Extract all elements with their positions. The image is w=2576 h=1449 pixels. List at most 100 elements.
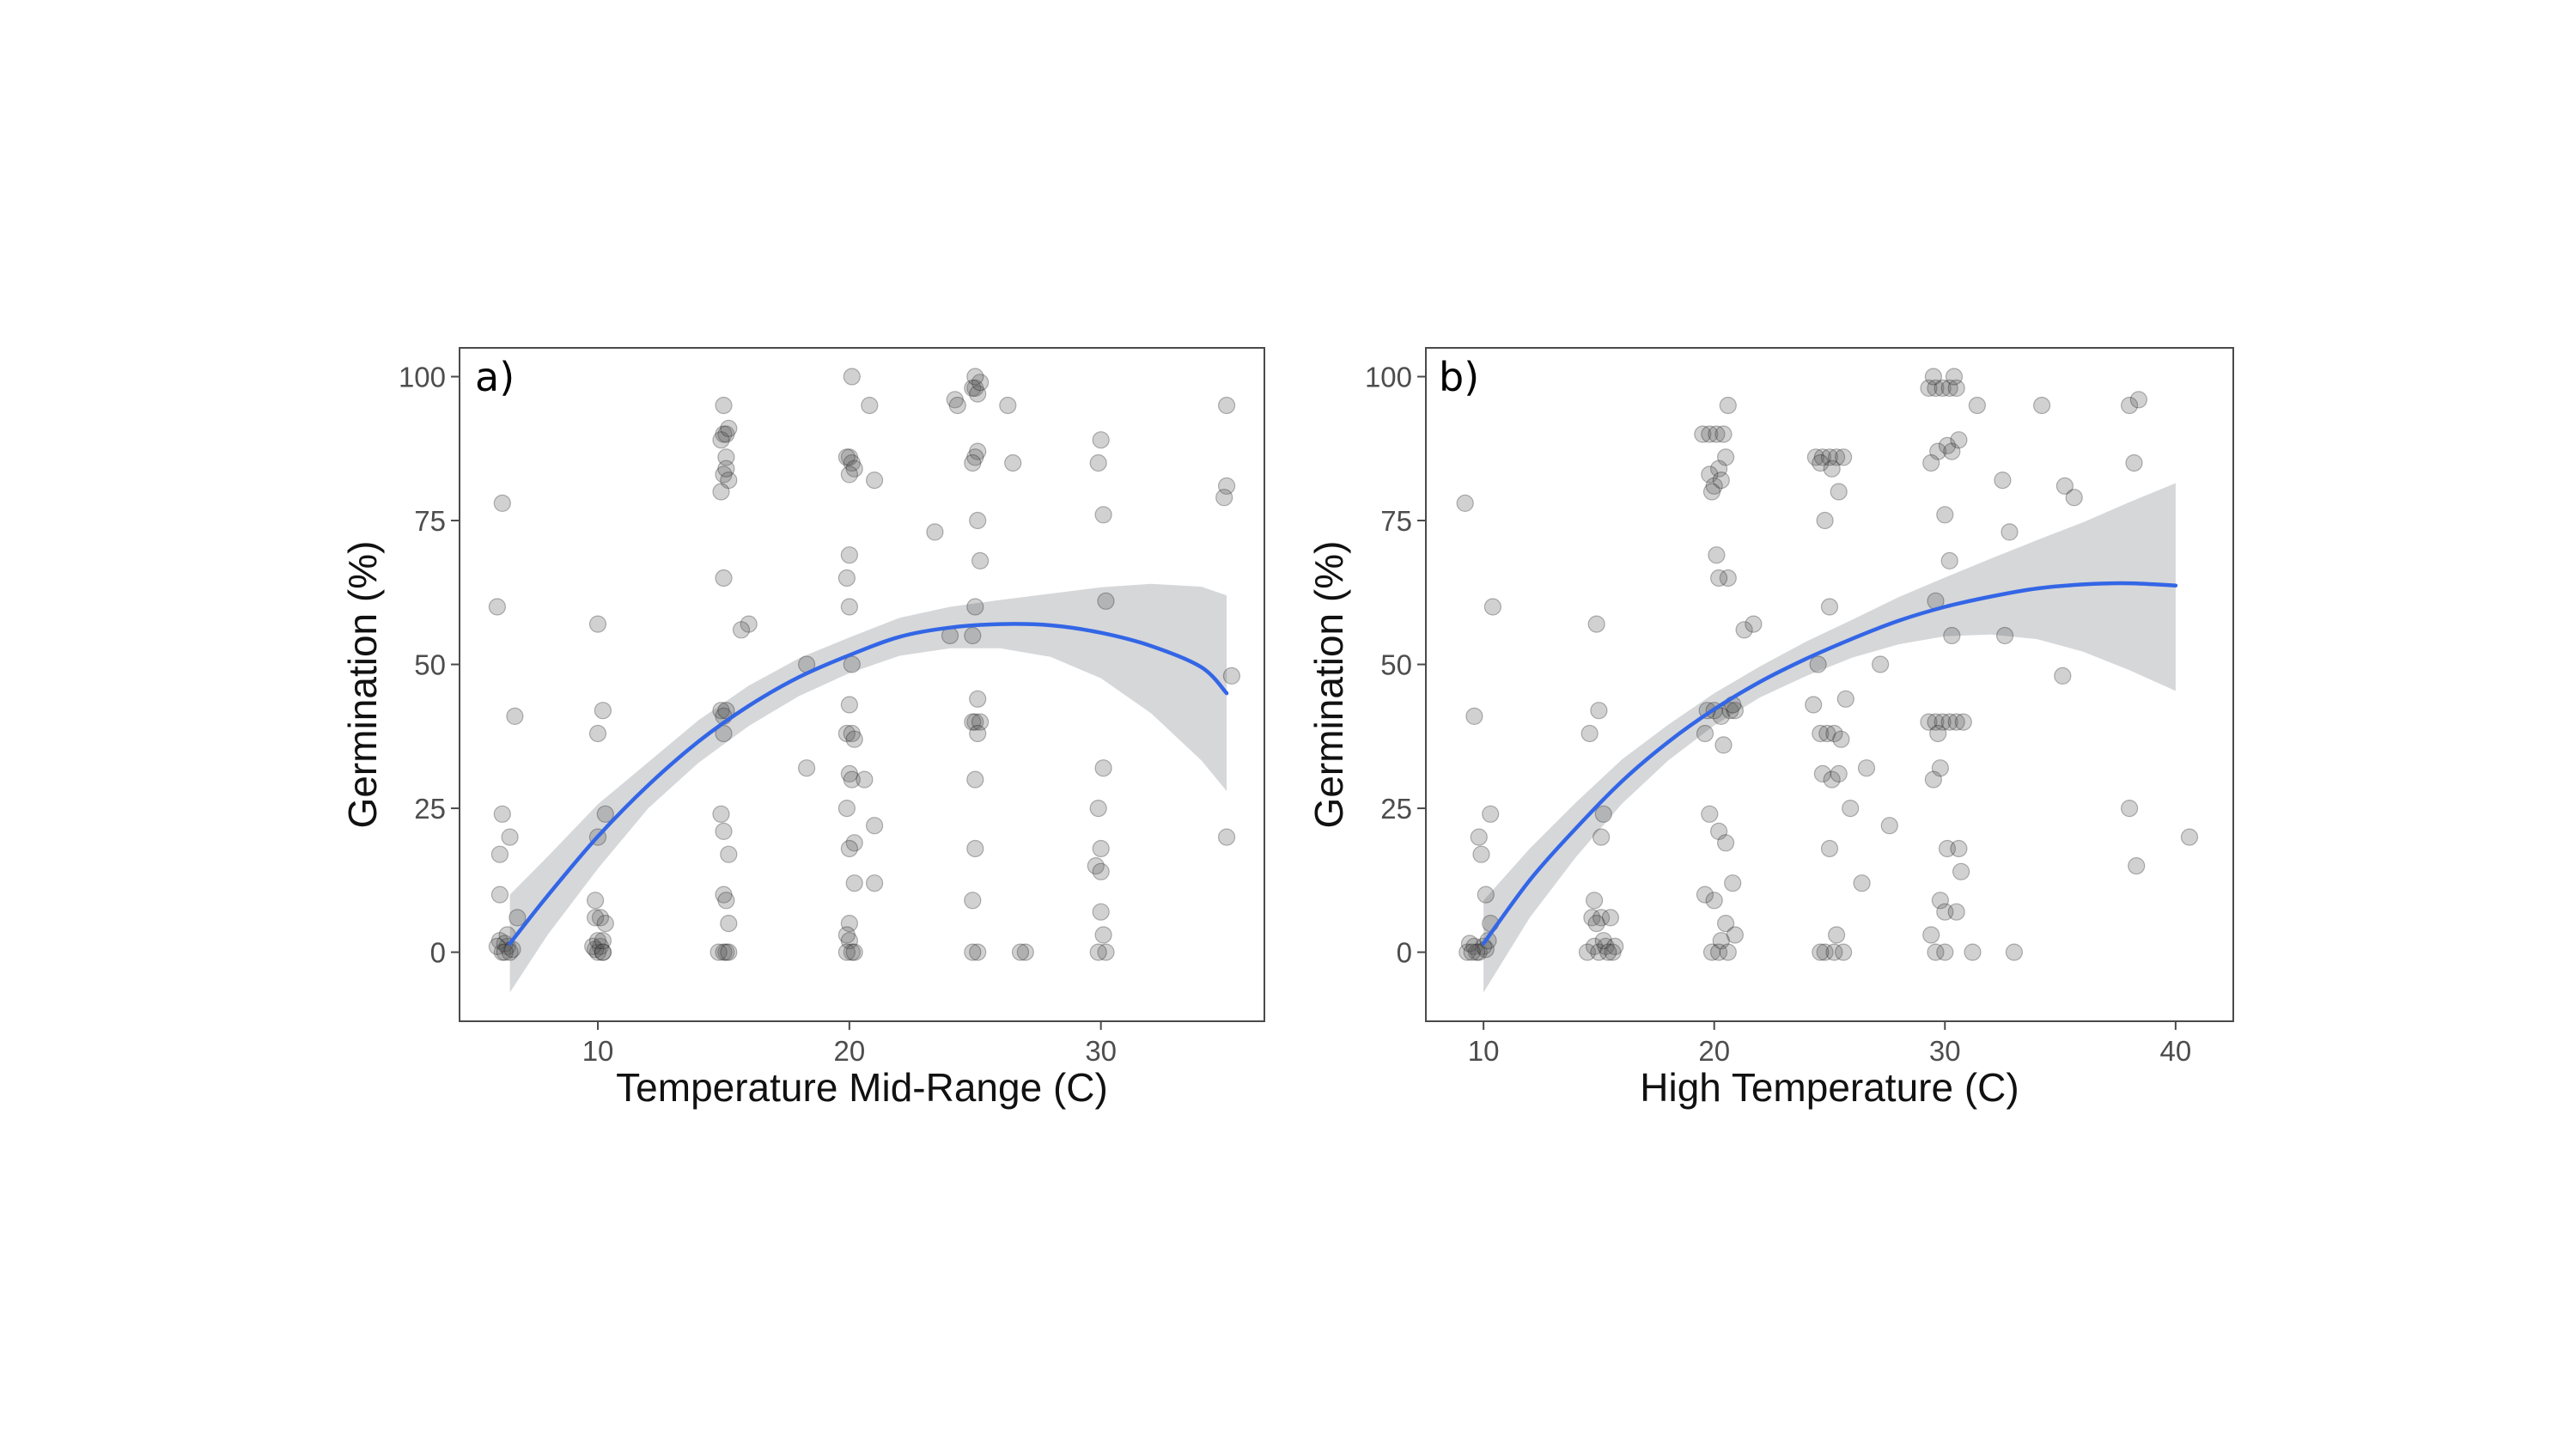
- panel-a-data-point: [490, 886, 509, 904]
- panel-b-data-point: [1597, 937, 1615, 956]
- panel-b-data-point: [1470, 828, 1488, 846]
- panel-b-data-point: [1701, 805, 1719, 823]
- panel-b-data-point: [1968, 396, 1986, 415]
- panel-a-data-point: [837, 448, 856, 466]
- panel-a-data-point: [845, 730, 863, 748]
- panel-b-y-tick-label: 100: [1365, 362, 1412, 393]
- panel-b-data-point: [1934, 379, 1952, 397]
- panel-b-data-point: [1940, 713, 1958, 731]
- panel-b-data-point: [1578, 943, 1597, 961]
- panel-b-data-point: [2054, 667, 2072, 685]
- panel-a-data-point: [594, 702, 612, 720]
- panel-a-data-point: [837, 926, 856, 944]
- panel-b-data-point: [1809, 655, 1827, 673]
- panel-b-data-point: [1857, 759, 1876, 777]
- panel-a-data-point: [490, 845, 509, 863]
- panel-b-x-axis-title: High Temperature (C): [1640, 1065, 2019, 1110]
- panel-a-data-point: [837, 724, 856, 743]
- panel-b-data-point: [1719, 569, 1737, 588]
- panel-a-data-point: [1094, 506, 1112, 524]
- panel-a-data-point: [1222, 667, 1241, 685]
- panel-b-data-point: [1931, 892, 1949, 910]
- panel-a-data-point: [966, 598, 984, 616]
- panel-a-data-point: [488, 937, 507, 956]
- panel-a-data-point: [740, 615, 758, 633]
- panel-a-data-point: [1016, 943, 1034, 961]
- panel-a-data-point: [843, 368, 861, 386]
- panel-a-y-tick-label: 50: [414, 649, 446, 681]
- panel-b-data-point: [1922, 926, 1940, 944]
- panel-b-data-point: [1467, 943, 1486, 961]
- panel-b-data-point: [1590, 943, 1608, 961]
- panel-b-data-point: [2121, 799, 2139, 818]
- panel-b-data-point: [1832, 730, 1850, 748]
- panel-b-data-point: [1705, 892, 1723, 910]
- panel-b-data-point: [1816, 943, 1834, 961]
- panel-a: 10 20 30 0 25 50 75 100 a) Temperature Mid-Rang…: [340, 347, 1265, 1110]
- panel-a-data-point: [840, 764, 859, 783]
- panel-b-data-point: [1812, 724, 1830, 743]
- panel-a-data-point: [837, 799, 856, 818]
- panel-b-data-point: [1818, 724, 1836, 743]
- panel-a-data-point: [717, 425, 735, 443]
- panel-b-data-point: [1587, 914, 1605, 933]
- panel-a-data-point: [865, 471, 884, 490]
- panel-b-data-point: [1835, 943, 1853, 961]
- panel-b-data-point: [1696, 886, 1714, 904]
- panel-b-data-point: [1947, 713, 1965, 731]
- panel-b-data-point: [1947, 903, 1965, 921]
- panel-a-data-point: [712, 805, 730, 823]
- panel-a-data-point: [712, 431, 730, 449]
- panel-b-data-point: [1465, 707, 1483, 726]
- panel-a-data-point: [966, 368, 984, 386]
- panel-b-data-point: [1927, 713, 1945, 731]
- panel-a-data-point: [720, 419, 738, 437]
- panel-b-data-point: [1601, 909, 1620, 927]
- panel-b-data-point: [1924, 770, 1942, 788]
- panel-b-data-point: [1945, 368, 1964, 386]
- panel-b-data-point: [2128, 856, 2146, 875]
- panel-a-data-point: [837, 569, 856, 588]
- panel-b-data-point: [1709, 460, 1728, 478]
- panel-a-data-point: [797, 759, 816, 777]
- panel-b-data-point: [1950, 839, 1968, 858]
- panel-a-data-point: [715, 822, 733, 841]
- panel-b-data-point: [1936, 506, 1954, 524]
- panel-a-data-point: [845, 874, 863, 892]
- panel-b-data-point: [1470, 943, 1488, 961]
- panel-b-data-point: [1996, 626, 2014, 645]
- panel-b-data-point: [1929, 724, 1947, 743]
- panel-a-data-point: [837, 943, 856, 961]
- panel-b-data-point: [1460, 935, 1479, 953]
- panel-a-y-axis-title: Germination (%): [340, 541, 385, 829]
- panel-b-data-point: [1929, 442, 1947, 460]
- panel-a-data-point: [488, 598, 507, 616]
- panel-b: 10 20 30 40 0 25 50 75 100 b) High Temperature (…: [1306, 347, 2234, 1110]
- panel-a-data-point: [964, 892, 982, 910]
- panel-a-data-point: [588, 943, 607, 961]
- panel-b-data-point: [1599, 943, 1617, 961]
- panel-b-data-point: [1842, 799, 1860, 818]
- panel-a-data-point: [971, 713, 990, 731]
- panel-a-frame: [459, 347, 1265, 1022]
- panel-a-x-tick-label: 20: [834, 1035, 866, 1067]
- panel-b-data-point: [1943, 626, 1961, 645]
- panel-b-data-point: [1825, 724, 1843, 743]
- panel-a-data-point: [493, 943, 511, 961]
- panel-b-data-point: [2001, 523, 2019, 541]
- panel-a-data-point: [596, 914, 614, 933]
- panel-a-data-point: [717, 892, 735, 910]
- panel-b-data-point: [1726, 926, 1745, 944]
- panel-a-y-tick-label: 25: [414, 793, 446, 825]
- panel-a-data-point: [712, 483, 730, 501]
- panel-b-data-point: [1825, 943, 1843, 961]
- panel-a-data-point: [715, 943, 733, 961]
- panel-a-data-point: [715, 569, 733, 588]
- panel-a-data-point: [843, 943, 861, 961]
- panel-b-data-point: [1812, 943, 1830, 961]
- panel-b-data-point: [1823, 770, 1841, 788]
- panel-a-data-point: [840, 448, 859, 466]
- panel-b-data-point: [1952, 862, 1970, 880]
- panel-a-data-point: [999, 396, 1017, 415]
- panel-b-x-tick-label: 10: [1468, 1035, 1500, 1067]
